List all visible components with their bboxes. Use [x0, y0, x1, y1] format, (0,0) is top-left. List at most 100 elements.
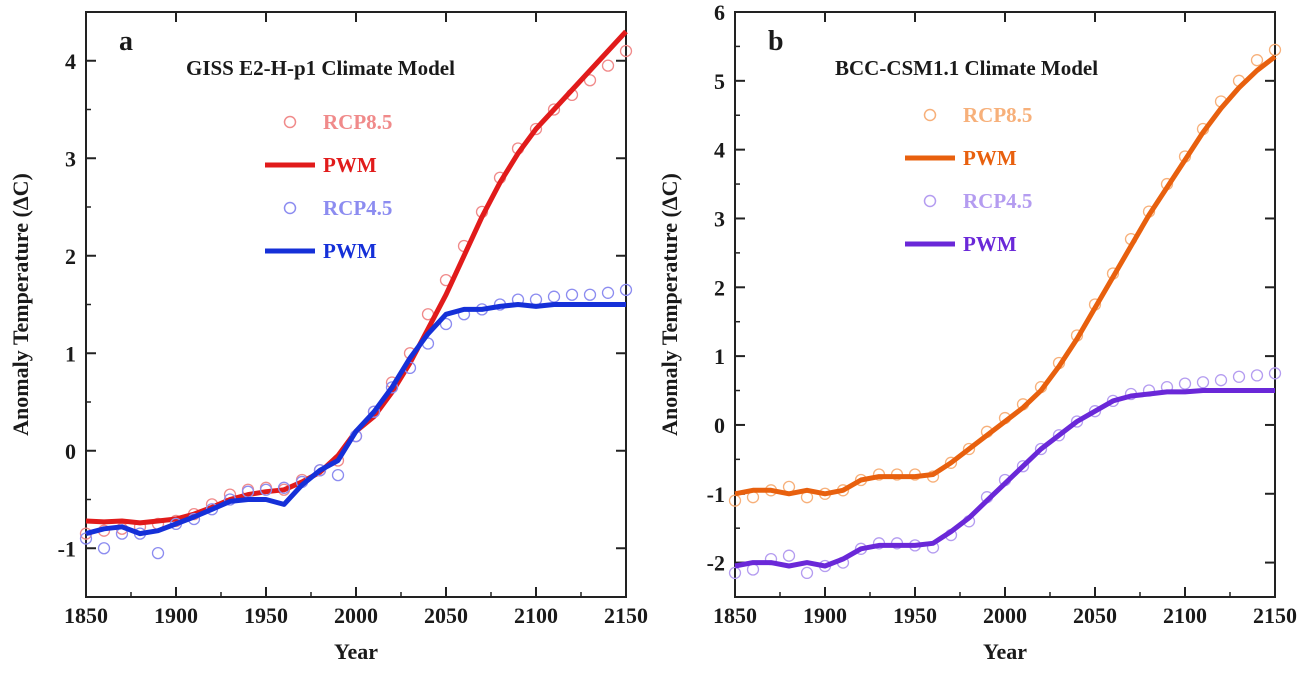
- legend-label: PWM: [963, 146, 1017, 170]
- y-tick-label: 3: [714, 206, 725, 231]
- data-point: [1214, 374, 1228, 387]
- x-tick-label: 2150: [604, 603, 648, 628]
- y-tick-label: 2: [714, 275, 725, 300]
- legend-label: RCP8.5: [963, 103, 1032, 127]
- legend: RCP8.5 PWM RCP4.5 PWM: [905, 103, 1032, 256]
- data-point: [331, 468, 345, 482]
- data-point: [1196, 376, 1210, 389]
- legend-swatch-circle: [283, 201, 297, 215]
- series-rcp85-0: [728, 43, 1282, 507]
- plot-frame: [734, 11, 1276, 598]
- series-rcp45-2: [79, 283, 633, 560]
- data-point: [1232, 370, 1246, 383]
- data-point: [1268, 367, 1282, 380]
- x-tick-label: 1850: [64, 603, 108, 628]
- y-axis-title: Anomaly Temperature (ΔC): [657, 173, 682, 436]
- y-tick-label: -1: [58, 536, 76, 561]
- legend-label: PWM: [323, 239, 377, 263]
- data-point: [1052, 429, 1066, 442]
- series-pwm-1: [85, 29, 628, 526]
- legend-label: PWM: [323, 153, 377, 177]
- y-tick-label: 1: [714, 344, 725, 369]
- data-point: [583, 288, 597, 301]
- data-point: [1088, 405, 1102, 418]
- y-tick-label: 6: [714, 0, 725, 25]
- x-tick-label: 1850: [713, 603, 757, 628]
- data-point: [1250, 54, 1264, 67]
- legend-label: PWM: [963, 232, 1017, 256]
- panel-a: 1850 1900 1950 2000 2050 2100 2150 -1 0 1 2 3 4 Year A…: [8, 11, 648, 664]
- x-axis-title: Year: [334, 639, 378, 664]
- x-axis-title: Year: [983, 639, 1027, 664]
- data-point: [782, 549, 796, 562]
- legend-label: RCP4.5: [963, 189, 1032, 213]
- x-tick-label: 2150: [1253, 603, 1297, 628]
- data-point: [565, 288, 579, 301]
- x-tick-label: 1950: [244, 603, 288, 628]
- data-point: [619, 44, 633, 58]
- x-tick-label: 2100: [514, 603, 558, 628]
- data-point: [547, 290, 561, 303]
- series-rcp45-2: [728, 367, 1282, 580]
- legend: RCP8.5 PWM RCP4.5 PWM: [265, 110, 392, 263]
- data-point: [1034, 442, 1048, 456]
- data-point: [944, 456, 958, 469]
- data-point: [529, 122, 543, 136]
- data-point: [1070, 415, 1084, 428]
- data-point: [97, 542, 111, 555]
- series-line: [85, 302, 626, 537]
- y-tick-label: 4: [65, 49, 76, 74]
- panel-title: GISS E2-H-p1 Climate Model: [186, 56, 455, 80]
- legend-label: RCP4.5: [323, 196, 392, 220]
- panel-title: BCC-CSM1.1 Climate Model: [835, 56, 1098, 80]
- series-line: [85, 29, 628, 526]
- legend-label: RCP8.5: [323, 110, 392, 134]
- legend-swatch-circle: [283, 115, 297, 129]
- y-tick-label: 1: [65, 341, 76, 366]
- data-point: [800, 566, 814, 580]
- series-pwm-1: [734, 54, 1277, 497]
- x-tick-label: 1950: [893, 603, 937, 628]
- data-point: [1250, 369, 1264, 382]
- legend-swatch-circle: [923, 108, 937, 122]
- data-point: [529, 293, 543, 306]
- data-point: [619, 283, 633, 297]
- y-tick-label: 3: [65, 146, 76, 171]
- series-line: [734, 388, 1275, 569]
- data-point: [151, 546, 165, 560]
- x-tick-label: 1900: [154, 603, 198, 628]
- series-pwm-3: [734, 388, 1275, 569]
- data-point: [728, 494, 742, 507]
- x-tick-label: 2000: [983, 603, 1027, 628]
- y-tick-label: -1: [707, 482, 725, 507]
- data-point: [277, 481, 291, 494]
- x-tick-label: 2050: [424, 603, 468, 628]
- data-point: [583, 74, 597, 87]
- x-tick-label: 1900: [803, 603, 847, 628]
- data-point: [313, 464, 327, 477]
- y-tick-label: 0: [714, 413, 725, 438]
- y-tick-label: -2: [707, 551, 725, 576]
- x-tick-label: 2000: [334, 603, 378, 628]
- y-tick-label: 4: [714, 138, 725, 163]
- y-tick-label: 5: [714, 69, 725, 94]
- data-point: [439, 317, 453, 331]
- data-point: [1268, 43, 1282, 57]
- data-point: [385, 381, 399, 394]
- y-tick-label: 0: [65, 439, 76, 464]
- data-point: [1178, 377, 1192, 390]
- series-pwm-3: [85, 302, 626, 537]
- data-point: [547, 103, 561, 116]
- data-point: [601, 59, 615, 72]
- x-tick-label: 2100: [1163, 603, 1207, 628]
- series-line: [734, 54, 1277, 497]
- x-tick-label: 2050: [1073, 603, 1117, 628]
- legend-swatch-circle: [923, 194, 937, 208]
- data-point: [601, 286, 615, 299]
- y-axis-title: Anomaly Temperature (ΔC): [8, 173, 33, 436]
- data-point: [259, 483, 273, 496]
- panel-letter: b: [768, 26, 784, 57]
- panel-b: 1850 1900 1950 2000 2050 2100 2150 -2 -1 0 1 2 3 4 5 6 Y…: [657, 0, 1297, 664]
